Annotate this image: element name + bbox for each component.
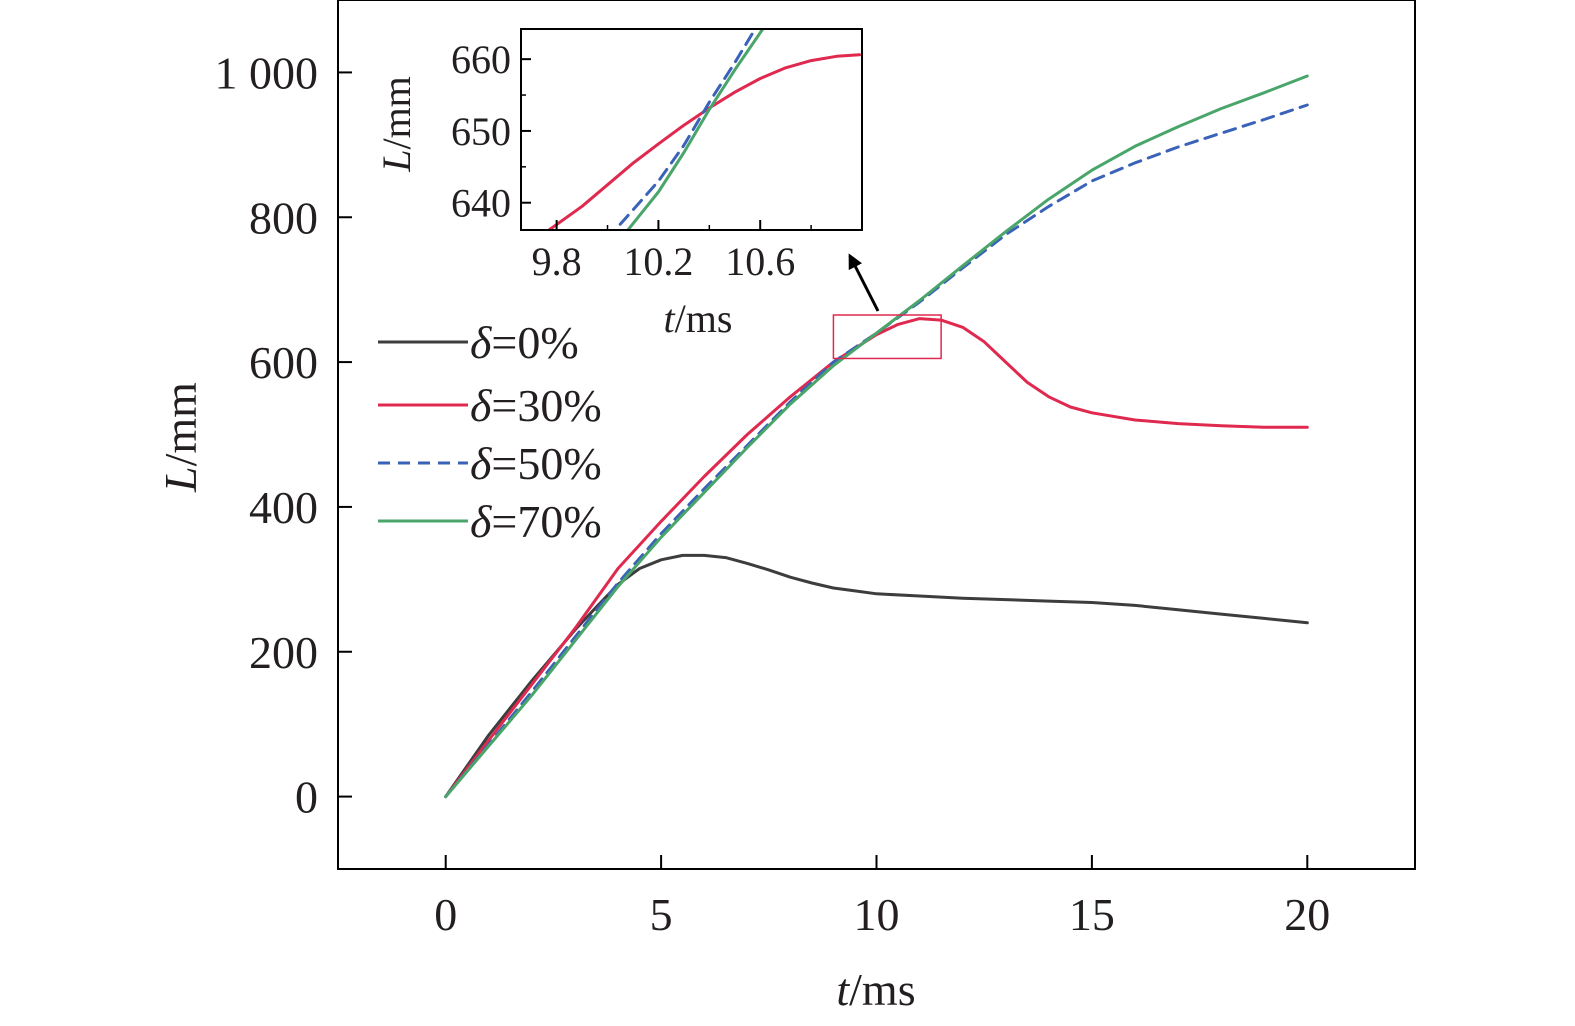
x-tick-label: 15 <box>1069 889 1115 940</box>
legend-label-delta-0: δ=0% <box>470 317 579 368</box>
inset-series-delta-70 <box>626 29 765 230</box>
inset-x-tick-label: 9.8 <box>532 239 582 284</box>
inset-y-axis-title: L/mm <box>374 76 419 173</box>
y-tick-label: 200 <box>249 627 318 678</box>
y-tick-label: 1 000 <box>215 47 319 98</box>
x-axis-title: t/ms <box>836 964 915 1015</box>
legend-entry-delta-0: δ=0% <box>378 317 579 368</box>
legend-entry-delta-30: δ=30% <box>378 380 602 431</box>
x-tick-label: 0 <box>434 889 457 940</box>
x-tick-label: 5 <box>650 889 673 940</box>
x-tick-label: 20 <box>1284 889 1330 940</box>
main-series-delta-50 <box>444 103 1309 799</box>
legend-label-delta-50: δ=50% <box>470 438 602 489</box>
main-series-delta-30 <box>444 317 1309 799</box>
inset-series-delta-50 <box>618 29 757 226</box>
y-tick-label: 800 <box>249 192 318 243</box>
zoom-highlight-group <box>832 314 942 360</box>
legend-entry-delta-70: δ=70% <box>378 496 602 547</box>
y-tick-label: 0 <box>295 772 318 823</box>
inset-x-axis-title: t/ms <box>664 296 733 341</box>
inset-x-tick-label: 10.2 <box>623 239 693 284</box>
legend-label-delta-30: δ=30% <box>470 380 602 431</box>
x-tick-label: 10 <box>854 889 900 940</box>
inset-chart: 9.8 10.2 10.6 640 650 660 t/ms L/mm <box>374 28 863 341</box>
legend: δ=0% δ=30% δ=50% δ=70% <box>378 317 602 547</box>
legend-label-delta-70: δ=70% <box>470 496 602 547</box>
inset-y-tick-label: 640 <box>451 181 511 226</box>
main-series-delta-0 <box>444 553 1309 799</box>
main-series-group <box>444 74 1309 799</box>
y-tick-label: 400 <box>249 482 318 533</box>
inset-series-group <box>547 29 861 230</box>
y-tick-label: 600 <box>249 337 318 388</box>
main-series-delta-70 <box>444 74 1309 799</box>
inset-y-tick-label: 660 <box>451 37 511 82</box>
zoom-highlight-box <box>832 314 942 360</box>
inset-x-tick-label: 10.6 <box>725 239 795 284</box>
y-axis-title: L/mm <box>155 382 206 493</box>
inset-y-tick-label: 650 <box>451 109 511 154</box>
legend-entry-delta-50: δ=50% <box>378 438 602 489</box>
zoom-arrow <box>848 253 880 312</box>
inset-axis-ticks: 9.8 10.2 10.6 640 650 660 <box>451 37 812 284</box>
inset-plot-frame <box>520 28 863 231</box>
